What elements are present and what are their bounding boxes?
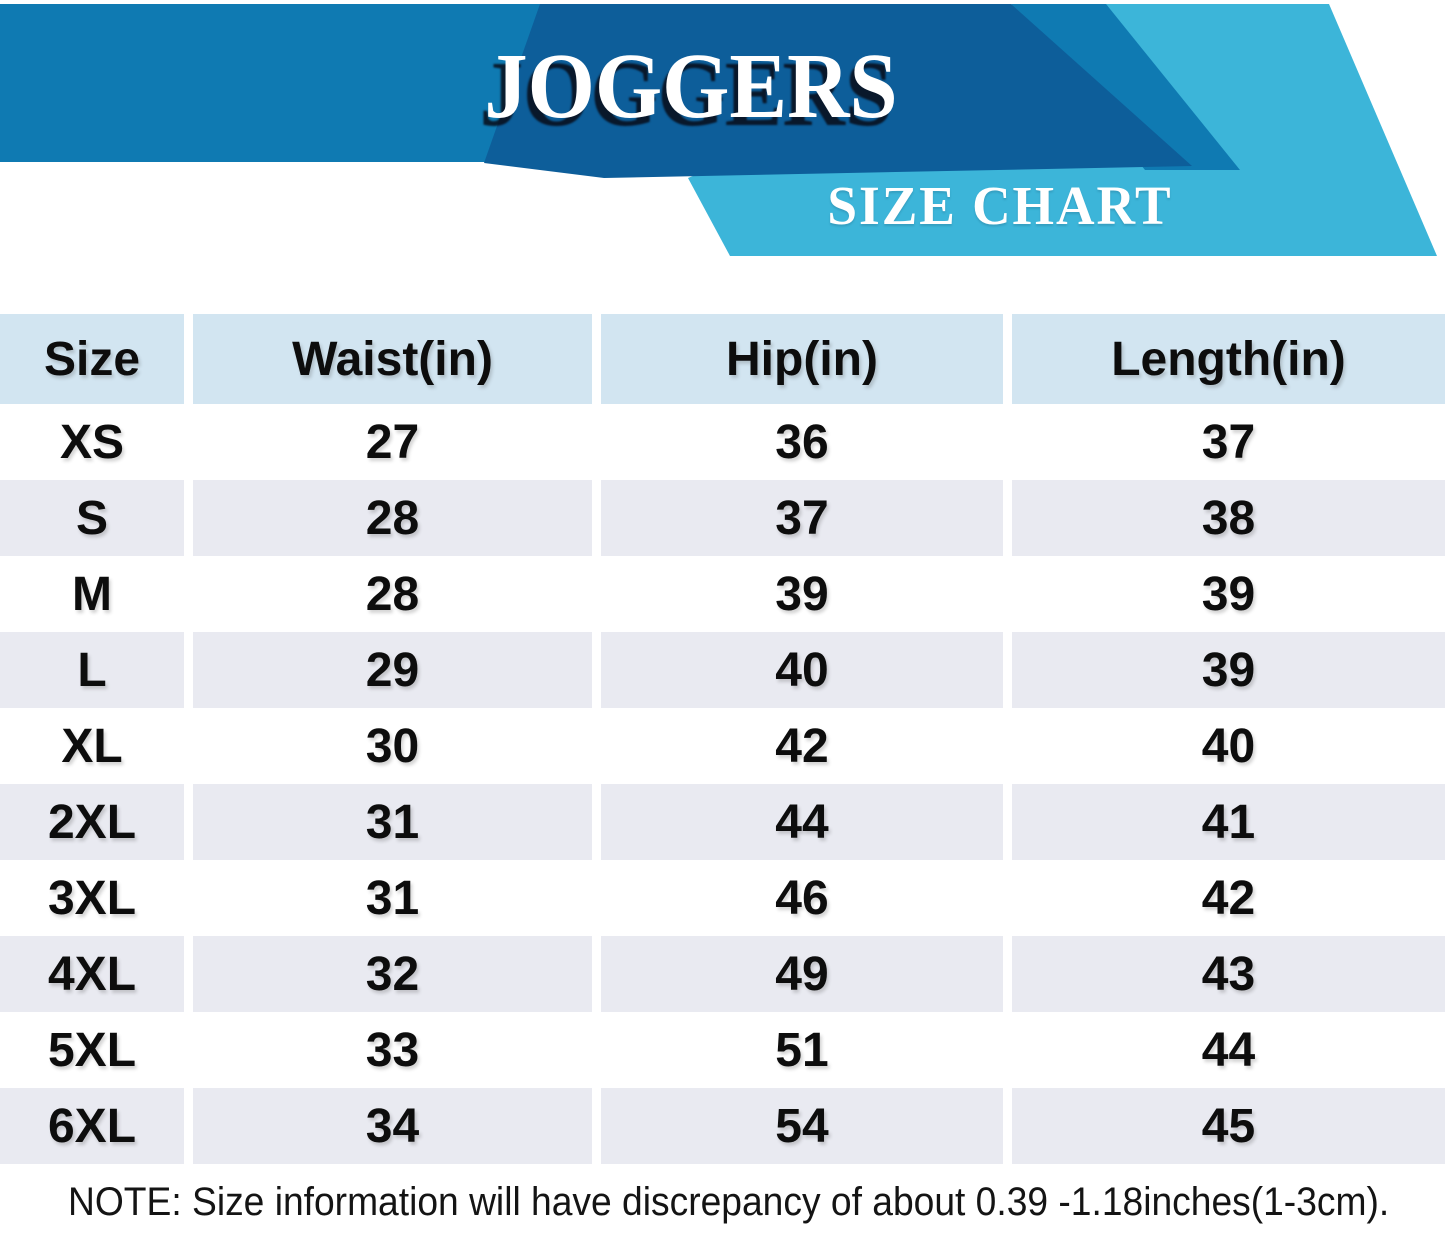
length-value-cell: 41 [1012, 784, 1445, 860]
table-row: XL 30 42 40 [0, 708, 1445, 784]
hip-value-cell: 42 [601, 708, 1003, 784]
table-row: 2XL 31 44 41 [0, 784, 1445, 860]
table-row: 5XL 33 51 44 [0, 1012, 1445, 1088]
waist-value-cell: 29 [193, 632, 592, 708]
table-row: M 28 39 39 [0, 556, 1445, 632]
size-label-cell: 4XL [0, 936, 184, 1012]
size-label-cell: 2XL [0, 784, 184, 860]
note-text: NOTE: Size information will have discrep… [68, 1180, 1390, 1224]
waist-value-cell: 34 [193, 1088, 592, 1164]
table-row: 3XL 31 46 42 [0, 860, 1445, 936]
table-row: S 28 37 38 [0, 480, 1445, 556]
hip-value-cell: 36 [601, 404, 1003, 480]
size-label-cell: XL [0, 708, 184, 784]
size-label-cell: 5XL [0, 1012, 184, 1088]
header-cell: Length(in) [1012, 314, 1445, 404]
size-label-cell: M [0, 556, 184, 632]
waist-value-cell: 27 [193, 404, 592, 480]
waist-value-cell: 33 [193, 1012, 592, 1088]
length-value-cell: 39 [1012, 556, 1445, 632]
waist-value-cell: 31 [193, 784, 592, 860]
table-row: 6XL 34 54 45 [0, 1088, 1445, 1164]
length-value-cell: 38 [1012, 480, 1445, 556]
size-table: Size Waist(in) Hip(in) Length(in) XS 27 36 37 S 2… [0, 314, 1445, 1164]
length-value-cell: 37 [1012, 404, 1445, 480]
hip-value-cell: 49 [601, 936, 1003, 1012]
table-header-row: Size Waist(in) Hip(in) Length(in) [0, 314, 1445, 404]
waist-value-cell: 28 [193, 480, 592, 556]
length-value-cell: 42 [1012, 860, 1445, 936]
waist-value-cell: 30 [193, 708, 592, 784]
size-label-cell: S [0, 480, 184, 556]
hip-value-cell: 51 [601, 1012, 1003, 1088]
size-label-cell: 6XL [0, 1088, 184, 1164]
length-value-cell: 45 [1012, 1088, 1445, 1164]
header-cell: Hip(in) [601, 314, 1003, 404]
hip-value-cell: 40 [601, 632, 1003, 708]
size-label-cell: 3XL [0, 860, 184, 936]
table-row: L 29 40 39 [0, 632, 1445, 708]
length-value-cell: 39 [1012, 632, 1445, 708]
length-value-cell: 44 [1012, 1012, 1445, 1088]
hip-value-cell: 54 [601, 1088, 1003, 1164]
waist-value-cell: 31 [193, 860, 592, 936]
header-cell: Waist(in) [193, 314, 592, 404]
hip-value-cell: 39 [601, 556, 1003, 632]
size-label-cell: L [0, 632, 184, 708]
size-label-cell: XS [0, 404, 184, 480]
hip-value-cell: 37 [601, 480, 1003, 556]
hip-value-cell: 46 [601, 860, 1003, 936]
waist-value-cell: 28 [193, 556, 592, 632]
length-value-cell: 43 [1012, 936, 1445, 1012]
waist-value-cell: 32 [193, 936, 592, 1012]
length-value-cell: 40 [1012, 708, 1445, 784]
page-subtitle: SIZE CHART [827, 175, 1173, 236]
table-row: 4XL 32 49 43 [0, 936, 1445, 1012]
masthead: JOGGERS SIZE CHART [0, 0, 1445, 290]
header-cell: Size [0, 314, 184, 404]
table-row: XS 27 36 37 [0, 404, 1445, 480]
page-title: JOGGERS [484, 35, 898, 138]
note-line: NOTE: Size information will have discrep… [0, 1164, 1445, 1241]
hip-value-cell: 44 [601, 784, 1003, 860]
